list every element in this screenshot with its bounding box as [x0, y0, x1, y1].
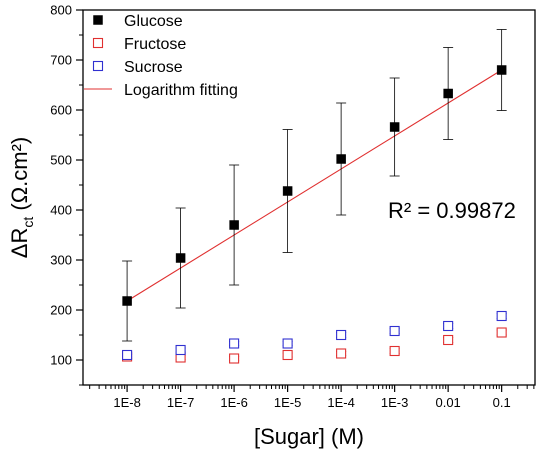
legend-marker-sucrose [92, 60, 104, 72]
marker-layer [122, 65, 507, 364]
legend-label-fructose: Fructose [124, 36, 186, 53]
fit-layer [126, 69, 502, 302]
fructose-point [282, 349, 293, 361]
x-tick-label: 1E-3 [381, 395, 408, 410]
y-tick-label: 800 [50, 3, 72, 18]
sucrose-point [175, 344, 186, 356]
x-tick-label: 0.1 [493, 395, 511, 410]
y-tick-label: 700 [50, 53, 72, 68]
y-axis-title-subscript: ct [20, 217, 36, 228]
y-tick-label: 200 [50, 303, 72, 318]
r-squared-annotation: R² = 0.99872 [388, 198, 516, 223]
sucrose-point [443, 320, 454, 332]
y-axis: 100 200 300 400 500 600 700 800 [50, 3, 83, 386]
fit-line [126, 69, 502, 302]
errorbar-layer [122, 29, 507, 361]
glucose-point [336, 154, 346, 164]
sucrose-point [496, 310, 507, 322]
legend-label-glucose: Glucose [124, 13, 183, 30]
y-axis-title: ΔRct (Ω.cm²) [7, 137, 36, 258]
sucrose-point [389, 325, 400, 337]
fructose-point [496, 327, 507, 338]
legend-marker-glucose [93, 15, 103, 25]
x-tick-label: 1E-6 [220, 395, 247, 410]
glucose-point [229, 220, 239, 230]
x-axis: 1E-8 1E-7 1E-6 1E-5 1E-4 1E-3 0.01 0.1 [89, 385, 535, 410]
y-tick-label: 500 [50, 153, 72, 168]
x-tick-label: 1E-8 [113, 395, 140, 410]
sucrose-point [282, 338, 293, 349]
sucrose-point [229, 338, 240, 349]
glucose-point [282, 186, 293, 196]
plot-frame [82, 9, 536, 386]
fructose-point [389, 345, 400, 357]
y-axis-title-units: (Ω.cm²) [7, 137, 32, 217]
x-tick-label: 0.01 [435, 395, 460, 410]
y-tick-label: 100 [50, 353, 72, 368]
fructose-point [336, 348, 347, 359]
glucose-point [443, 88, 453, 99]
x-axis-title: [Sugar] (M) [254, 424, 364, 449]
x-tick-label: 1E-7 [167, 395, 194, 410]
y-tick-label: 300 [50, 253, 72, 268]
legend: Glucose Fructose Sucrose Logarithm fitting [84, 13, 238, 99]
legend-label-sucrose: Sucrose [124, 59, 183, 76]
glucose-point [122, 296, 132, 306]
y-tick-label: 400 [50, 203, 72, 218]
glucose-point [389, 122, 400, 132]
x-tick-label: 1E-5 [274, 395, 301, 410]
glucose-point [496, 65, 507, 75]
x-tick-label: 1E-4 [327, 395, 354, 410]
y-tick-label: 600 [50, 103, 72, 118]
sucrose-point [336, 329, 347, 341]
y-axis-title-main: ΔR [7, 228, 32, 259]
sucrose-point [122, 349, 133, 361]
fructose-point [229, 353, 240, 364]
fructose-point [443, 334, 454, 346]
glucose-point [175, 253, 186, 263]
legend-marker-fructose [92, 37, 104, 49]
legend-label-logarithm-fitting: Logarithm fitting [124, 82, 238, 99]
plot-area [122, 29, 507, 364]
